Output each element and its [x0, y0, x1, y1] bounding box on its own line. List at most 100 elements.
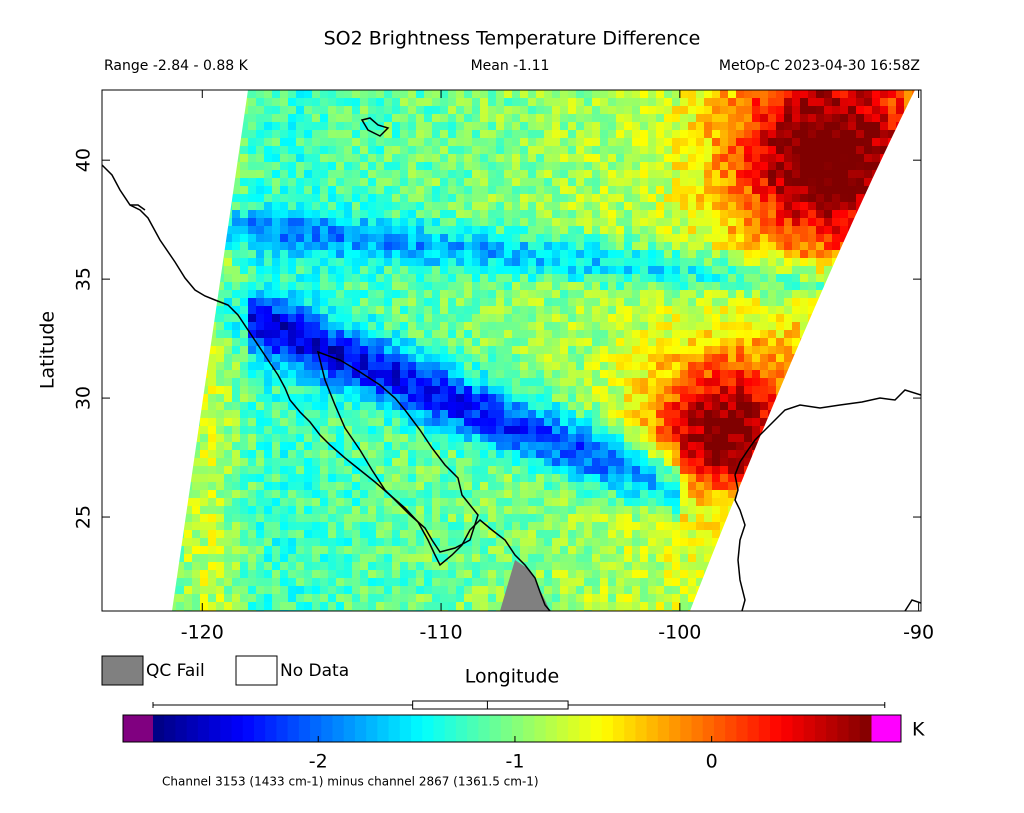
swath-cell: [568, 282, 576, 290]
swath-cell: [560, 466, 568, 474]
swath-cell: [752, 114, 760, 122]
swath-cell: [328, 258, 336, 266]
swath-cell: [768, 378, 776, 386]
swath-cell: [680, 338, 688, 346]
swath-cell: [520, 402, 528, 410]
swath-cell: [328, 314, 336, 322]
swath-cell: [328, 458, 336, 466]
swath-cell: [752, 202, 760, 210]
swath-cell: [376, 258, 384, 266]
swath-cell: [240, 426, 248, 434]
swath-cell: [616, 450, 624, 458]
swath-cell: [552, 322, 560, 330]
swath-cell: [176, 242, 184, 250]
swath-cell: [640, 178, 648, 186]
swath-cell: [544, 346, 552, 354]
swath-cell: [488, 442, 496, 450]
swath-cell: [840, 98, 848, 106]
swath-cell: [512, 338, 520, 346]
swath-cell: [872, 258, 880, 266]
swath-cell: [808, 378, 816, 386]
swath-cell: [360, 410, 368, 418]
swath-cell: [608, 106, 616, 114]
swath-cell: [792, 218, 800, 226]
swath-cell: [392, 202, 400, 210]
swath-cell: [896, 218, 904, 226]
swath-cell: [896, 154, 904, 162]
swath-cell: [832, 154, 840, 162]
swath-cell: [232, 234, 240, 242]
swath-cell: [400, 186, 408, 194]
swath-cell: [600, 138, 608, 146]
swath-cell: [592, 186, 600, 194]
swath-cell: [608, 458, 616, 466]
swath-cell: [568, 354, 576, 362]
swath-cell: [288, 354, 296, 362]
swath-cell: [248, 114, 256, 122]
swath-cell: [752, 474, 760, 482]
swath-cell: [240, 442, 248, 450]
swath-cell: [464, 458, 472, 466]
swath-cell: [632, 266, 640, 274]
swath-cell: [504, 306, 512, 314]
swath-cell: [712, 266, 720, 274]
swath-cell: [352, 130, 360, 138]
swath-cell: [544, 490, 552, 498]
swath-cell: [280, 426, 288, 434]
swath-cell: [912, 218, 915, 226]
swath-cell: [416, 474, 424, 482]
swath-cell: [744, 122, 752, 130]
swath-cell: [360, 234, 368, 242]
swath-cell: [728, 362, 736, 370]
swath-cell: [552, 426, 560, 434]
swath-cell: [368, 418, 376, 426]
swath-cell: [280, 162, 288, 170]
swath-cell: [224, 250, 232, 258]
swath-cell: [808, 306, 816, 314]
swath-cell: [344, 426, 352, 434]
swath-cell: [792, 98, 800, 106]
swath-cell: [592, 434, 600, 442]
swath-cell: [800, 330, 808, 338]
swath-cell: [752, 370, 760, 378]
swath-cell: [768, 154, 776, 162]
swath-cell: [784, 250, 792, 258]
swath-cell: [880, 170, 888, 178]
swath-cell: [640, 378, 648, 386]
swath-cell: [432, 458, 440, 466]
swath-cell: [368, 354, 376, 362]
swath-cell: [320, 202, 328, 210]
swath-cell: [288, 346, 296, 354]
swath-cell: [560, 226, 568, 234]
swath-cell: [600, 418, 608, 426]
swath-cell: [448, 258, 456, 266]
swath-cell: [816, 234, 824, 242]
swath-cell: [680, 154, 688, 162]
swath-cell: [584, 114, 592, 122]
swath-cell: [632, 250, 640, 258]
swath-cell: [280, 394, 288, 402]
swath-cell: [808, 426, 816, 434]
swath-cell: [568, 242, 576, 250]
swath-cell: [552, 258, 560, 266]
swath-cell: [256, 234, 264, 242]
swath-cell: [568, 506, 576, 514]
swath-cell: [752, 178, 760, 186]
swath-cell: [792, 474, 800, 482]
swath-cell: [400, 210, 408, 218]
swath-cell: [368, 410, 376, 418]
swath-cell: [744, 266, 752, 274]
swath-cell: [392, 298, 400, 306]
swath-cell: [744, 218, 752, 226]
swath-cell: [696, 394, 704, 402]
swath-cell: [760, 170, 768, 178]
swath-cell: [224, 226, 232, 234]
swath-cell: [344, 98, 352, 106]
swath-cell: [312, 138, 320, 146]
swath-cell: [456, 474, 464, 482]
swath-cell: [304, 186, 312, 194]
swath-cell: [172, 314, 176, 322]
swath-cell: [176, 194, 184, 202]
swath-cell: [712, 194, 720, 202]
swath-cell: [184, 130, 192, 138]
